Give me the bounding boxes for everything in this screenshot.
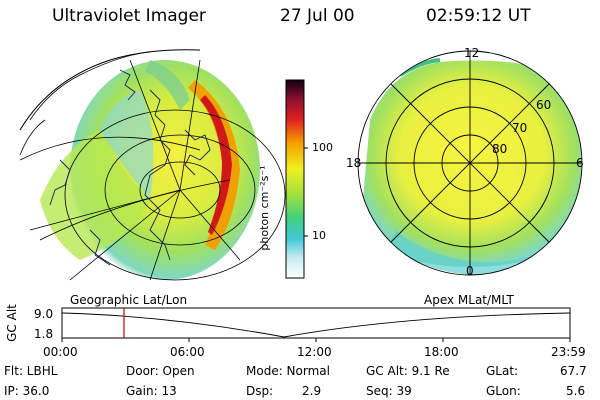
time-tick-0600: 06:00 bbox=[170, 345, 205, 359]
mlat-label-70: 70 bbox=[512, 121, 528, 135]
magnetic-polar-panel bbox=[357, 50, 583, 276]
seq-status: Seq: 39 bbox=[366, 384, 412, 398]
dsp-label: Dsp: bbox=[246, 384, 274, 398]
time-label: 02:59:12 UT bbox=[426, 6, 531, 26]
colorbar-tick-100: 100 bbox=[312, 141, 333, 154]
filter-status: Flt: LBHL bbox=[4, 364, 58, 378]
mlt-label-18: 18 bbox=[346, 156, 362, 170]
mlt-label-0: 0 bbox=[466, 264, 474, 278]
colorbar-unit-label: photon cm⁻²s⁻¹ bbox=[258, 165, 271, 251]
ip-status: IP: 36.0 bbox=[4, 384, 50, 398]
mlat-label-60: 60 bbox=[536, 98, 552, 112]
instrument-title: Ultraviolet Imager bbox=[52, 6, 206, 26]
dsp-value: 2.9 bbox=[302, 384, 322, 398]
altitude-ytick-max: 9.0 bbox=[34, 307, 54, 321]
magnetic-panel-label: Apex MLat/MLT bbox=[424, 293, 514, 307]
time-tick-2359: 23:59 bbox=[551, 345, 586, 359]
mode-status: Mode: Normal bbox=[246, 364, 330, 378]
time-tick-0000: 00:00 bbox=[43, 345, 78, 359]
geographic-panel-label: Geographic Lat/Lon bbox=[70, 293, 188, 307]
time-tick-1200: 12:00 bbox=[297, 345, 332, 359]
colorbar-tick-10: 10 bbox=[312, 229, 326, 242]
glat-value: 67.7 bbox=[560, 364, 587, 378]
geographic-image-panel bbox=[19, 49, 286, 281]
mlt-label-6: 6 bbox=[576, 156, 584, 170]
gain-status: Gain: 13 bbox=[126, 384, 177, 398]
date-label: 27 Jul 00 bbox=[280, 6, 355, 26]
altitude-ytick-min: 1.8 bbox=[34, 327, 54, 341]
altitude-plot bbox=[61, 307, 571, 342]
mlat-label-80: 80 bbox=[492, 142, 508, 156]
door-status: Door: Open bbox=[126, 364, 195, 378]
glon-value: 5.6 bbox=[566, 384, 586, 398]
intensity-colorbar bbox=[285, 79, 308, 279]
altitude-ylabel: GC Alt bbox=[5, 304, 19, 342]
glat-label: GLat: bbox=[486, 364, 519, 378]
glon-label: GLon: bbox=[486, 384, 521, 398]
mlt-label-12: 12 bbox=[464, 46, 480, 60]
time-tick-1800: 18:00 bbox=[424, 345, 459, 359]
gc-alt-status: GC Alt: 9.1 Re bbox=[366, 364, 450, 378]
